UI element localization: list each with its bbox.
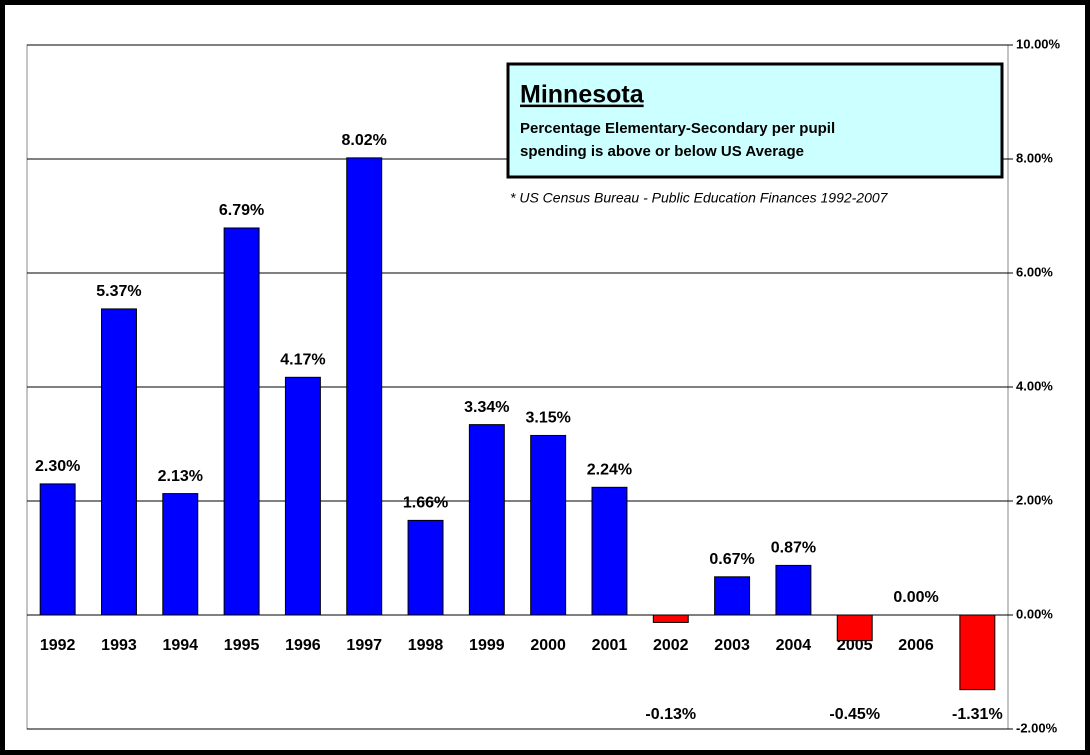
bar <box>284 376 321 616</box>
data-label: 5.37% <box>96 283 141 300</box>
bar <box>162 493 199 616</box>
data-label: 2.30% <box>35 458 80 475</box>
x-tick-label: 2002 <box>653 637 689 654</box>
legend-box <box>506 62 1004 179</box>
y-tick-label: 4.00% <box>1016 378 1053 393</box>
bar <box>530 434 567 616</box>
bar <box>39 483 76 616</box>
x-tick-label: 2005 <box>837 637 873 654</box>
data-label: 3.15% <box>525 410 570 427</box>
y-tick-label: 8.00% <box>1016 150 1053 165</box>
data-label: 4.17% <box>280 352 325 369</box>
data-label: -1.31% <box>952 706 1003 723</box>
bar <box>775 564 812 616</box>
y-tick-label: 10.00% <box>1016 36 1061 51</box>
y-tick-label: 6.00% <box>1016 264 1053 279</box>
bar <box>100 308 137 616</box>
x-tick-label: 2000 <box>530 637 566 654</box>
data-label: 0.87% <box>771 540 816 557</box>
bar <box>346 157 383 616</box>
bar <box>407 519 444 616</box>
x-tick-label: 1996 <box>285 637 321 654</box>
x-tick-label: 1995 <box>224 637 260 654</box>
x-tick-label: 1997 <box>346 637 382 654</box>
bar <box>959 614 996 691</box>
y-tick-label: -2.00% <box>1016 720 1058 735</box>
x-tick-label: 1994 <box>162 637 198 654</box>
source-note: * US Census Bureau - Public Education Fi… <box>510 190 889 206</box>
x-tick-label: 1992 <box>40 637 76 654</box>
x-tick-label: 2003 <box>714 637 750 654</box>
data-label: 8.02% <box>342 132 387 149</box>
data-label: 6.79% <box>219 202 264 219</box>
bar <box>223 227 260 616</box>
bar <box>714 576 751 616</box>
bar <box>591 486 628 616</box>
x-tick-label: 2006 <box>898 637 934 654</box>
data-label: 3.34% <box>464 399 509 416</box>
x-tick-label: 1993 <box>101 637 137 654</box>
chart-subtitle: spending is above or below US Average <box>520 143 804 160</box>
data-label: 0.00% <box>893 589 938 606</box>
data-label: -0.13% <box>645 706 696 723</box>
y-tick-label: 2.00% <box>1016 492 1053 507</box>
data-label: 2.13% <box>158 468 203 485</box>
x-tick-label: 1999 <box>469 637 505 654</box>
data-label: 2.24% <box>587 462 632 479</box>
y-tick-label: 0.00% <box>1016 606 1053 621</box>
x-tick-label: 2001 <box>592 637 628 654</box>
data-label: 1.66% <box>403 495 448 512</box>
x-tick-label: 2004 <box>776 637 812 654</box>
x-tick-label: 1998 <box>408 637 444 654</box>
data-label: 0.67% <box>709 551 754 568</box>
chart-title: Minnesota <box>520 81 645 109</box>
bar <box>468 424 505 616</box>
bar <box>652 614 689 623</box>
chart-subtitle: Percentage Elementary-Secondary per pupi… <box>520 120 835 137</box>
bar <box>836 614 873 642</box>
data-label: -0.45% <box>829 706 880 723</box>
